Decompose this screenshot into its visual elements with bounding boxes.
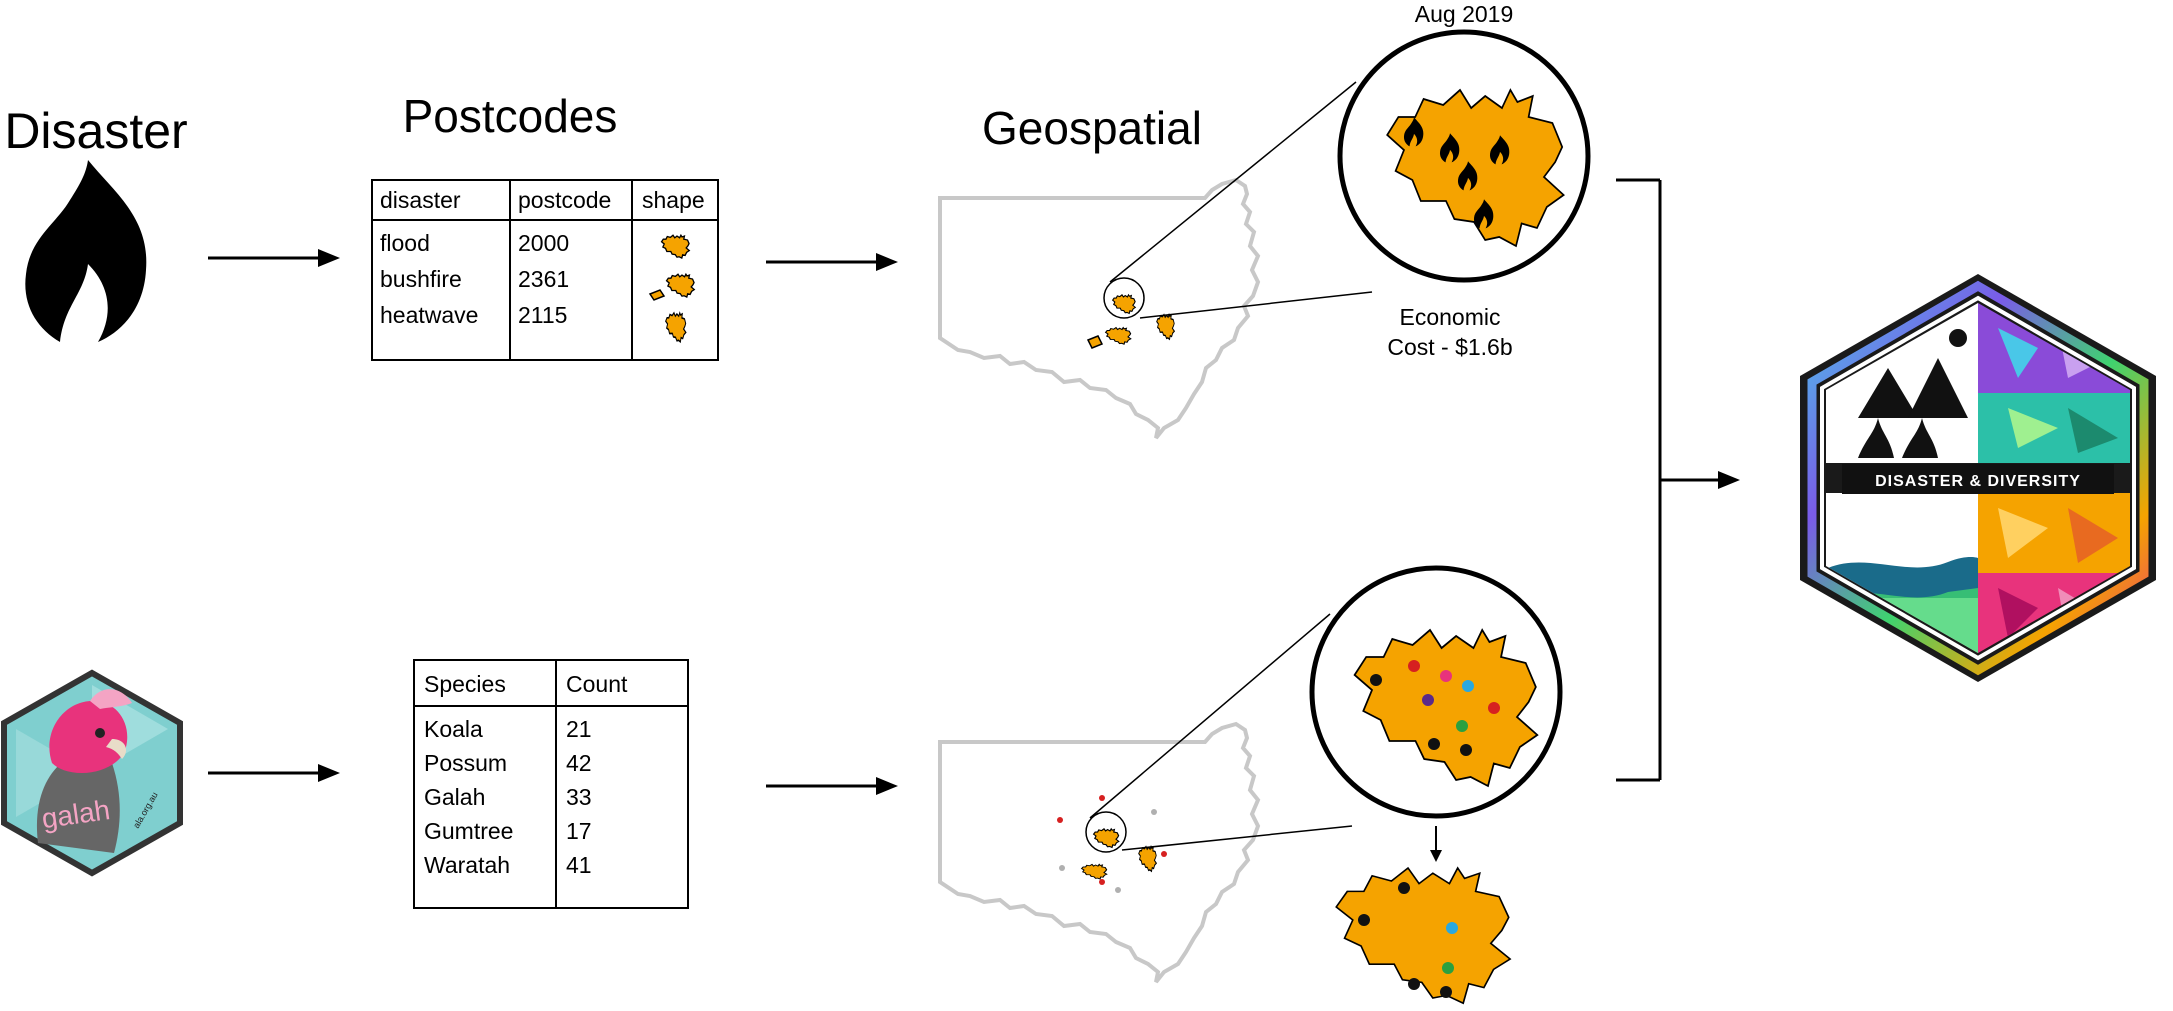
flame-icon xyxy=(1457,161,1478,191)
table-row-postcode: 2361 xyxy=(518,266,569,292)
postcode-shape-bushfire-tail xyxy=(648,289,666,301)
region-shape xyxy=(1092,828,1120,849)
table-row-postcode: 2000 xyxy=(518,230,569,256)
species-table-header-count: Count xyxy=(566,671,628,697)
postcode-table-header-shape: shape xyxy=(642,187,705,213)
arrow-postcodes-to-geospatial xyxy=(766,253,898,271)
table-row-species: Galah xyxy=(424,784,485,810)
table-row-species: Koala xyxy=(424,716,483,742)
badge-banner xyxy=(1842,464,2114,494)
region-shape xyxy=(1137,845,1158,873)
occurrence-points xyxy=(1057,795,1167,893)
arrow-disaster-to-postcodes xyxy=(208,249,340,267)
region-shape xyxy=(1086,335,1104,349)
postcode-table-header-postcode: postcode xyxy=(518,187,611,213)
table-row-count: 17 xyxy=(566,818,592,844)
species-table: Species Count Koala 21 Possum 42 Galah 3… xyxy=(413,659,689,909)
postcode-table: disaster postcode shape flood 2000 bushf… xyxy=(371,179,719,361)
postcode-shape-flood xyxy=(660,234,690,259)
flame-icon xyxy=(1489,135,1510,165)
region-shape xyxy=(1112,294,1136,315)
region-shape xyxy=(1080,863,1108,880)
zoom-line xyxy=(1089,613,1331,819)
flame-icon xyxy=(25,160,147,342)
zoom-line xyxy=(1109,81,1357,283)
zoom-line xyxy=(1139,291,1373,319)
table-row-count: 33 xyxy=(566,784,592,810)
table-row-disaster: heatwave xyxy=(380,302,478,328)
arrow-species-to-geospatial xyxy=(766,777,898,795)
filtered-region-shape xyxy=(1335,867,1511,1005)
fire-zoom-circle xyxy=(1337,29,1591,283)
nsw-map-bottom xyxy=(938,722,1260,984)
species-table-header-species: Species xyxy=(424,671,506,697)
arrow-zoom-down xyxy=(1430,826,1442,862)
zoom-focus-circle xyxy=(1085,811,1127,853)
zoom-date-label: Aug 2019 xyxy=(1415,1,1513,27)
table-row-count: 42 xyxy=(566,750,592,776)
table-row-species: Waratah xyxy=(424,852,510,878)
disaster-diversity-hex-badge: DISASTER & DIVERSITY xyxy=(1800,274,2156,682)
table-row-count: 21 xyxy=(566,716,592,742)
table-row-species: Possum xyxy=(424,750,507,776)
table-row-count: 41 xyxy=(566,852,592,878)
table-row-disaster: flood xyxy=(380,230,430,256)
postcode-shape-bushfire xyxy=(665,273,695,298)
table-row-postcode: 2115 xyxy=(518,302,567,328)
zoom-line xyxy=(1121,825,1353,851)
disaster-heading: Disaster xyxy=(4,103,187,159)
postcode-shape-heatwave xyxy=(664,311,687,343)
economic-cost-line1: Economic xyxy=(1400,304,1501,330)
flame-icon xyxy=(1473,199,1494,229)
nsw-map-top xyxy=(938,178,1260,440)
species-zoom-circle xyxy=(1309,565,1563,819)
merge-bracket xyxy=(1616,178,1740,782)
postcode-table-header-disaster: disaster xyxy=(380,187,461,213)
flame-icon xyxy=(1403,117,1424,147)
region-shape xyxy=(1104,327,1132,345)
flame-icon xyxy=(1439,133,1460,163)
table-row-disaster: bushfire xyxy=(380,266,462,292)
arrow-galah-to-species xyxy=(208,764,340,782)
galah-hex-logo: galah ala.org.au xyxy=(1,669,183,877)
postcodes-heading: Postcodes xyxy=(403,90,618,142)
zoom-focus-circle xyxy=(1103,277,1145,319)
table-row-species: Gumtree xyxy=(424,818,513,844)
economic-cost-line2: Cost - $1.6b xyxy=(1387,334,1512,360)
geospatial-heading: Geospatial xyxy=(982,102,1202,154)
badge-label: DISASTER & DIVERSITY xyxy=(1875,473,2081,490)
region-shape xyxy=(1155,313,1176,341)
